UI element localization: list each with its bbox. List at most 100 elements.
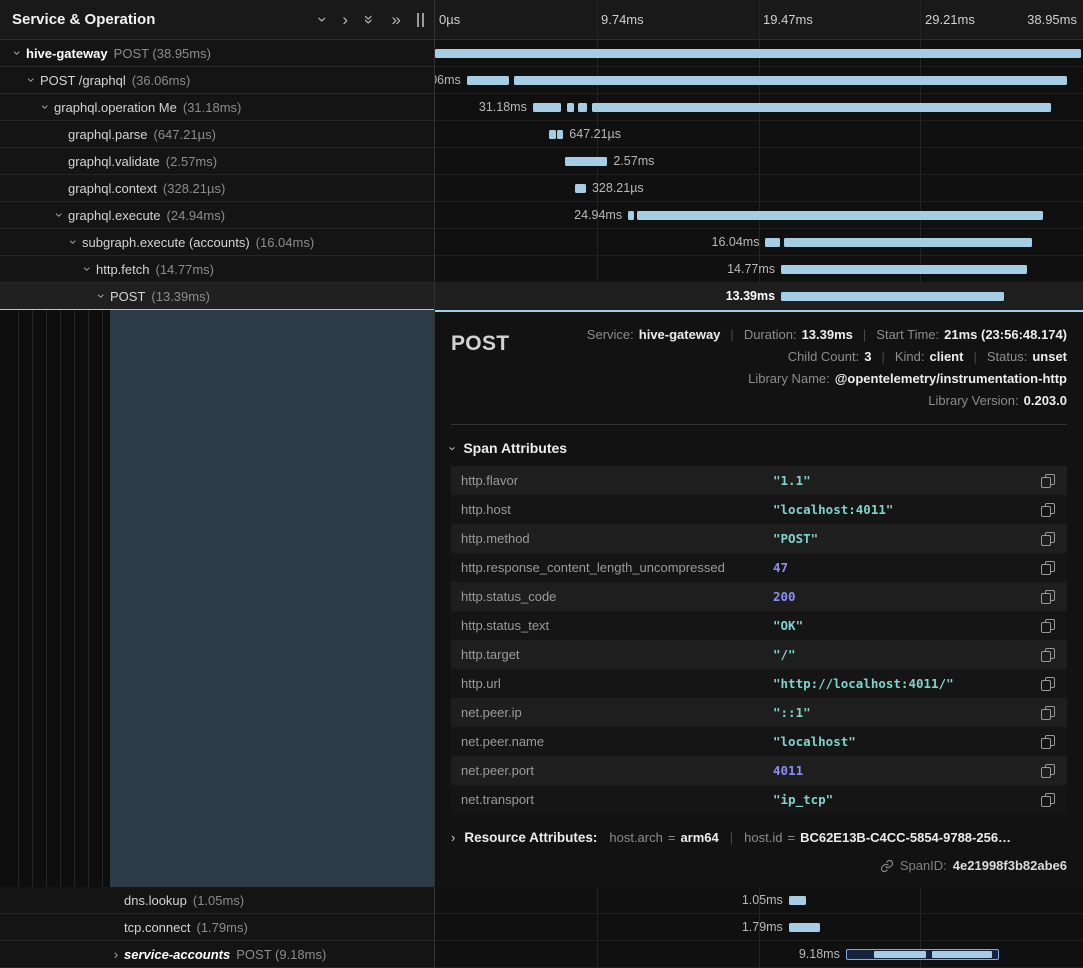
span-timeline-row[interactable]: 36.06ms bbox=[435, 67, 1083, 94]
span-meta-line: Library Version:0.203.0 bbox=[509, 390, 1067, 412]
span-name: graphql.validate bbox=[68, 154, 160, 169]
span-bar[interactable] bbox=[628, 211, 634, 220]
span-tree-row[interactable]: graphql.context(328.21µs) bbox=[0, 175, 434, 202]
span-bar[interactable] bbox=[467, 76, 509, 85]
attribute-key: net.transport bbox=[461, 792, 773, 807]
span-name: hive-gateway bbox=[26, 46, 108, 61]
span-timeline-row[interactable]: 24.94ms bbox=[435, 202, 1083, 229]
span-timeline-row[interactable]: 1.05ms bbox=[435, 887, 1083, 914]
copy-value-button[interactable] bbox=[1039, 589, 1057, 605]
span-tree-row[interactable]: ›graphql.operation Me (31.18ms) bbox=[0, 94, 434, 121]
pane-resize-handle[interactable] bbox=[417, 13, 424, 27]
chevron-right-icon[interactable]: › bbox=[108, 947, 124, 961]
meta-label: Duration: bbox=[744, 327, 797, 342]
meta-value: 0.203.0 bbox=[1024, 393, 1067, 408]
chevron-down-icon[interactable]: › bbox=[39, 99, 53, 115]
chevron-down-icon[interactable]: › bbox=[67, 234, 81, 250]
span-tree-row[interactable]: ›http.fetch(14.77ms) bbox=[0, 256, 434, 283]
chevron-down-icon[interactable]: › bbox=[95, 288, 109, 304]
span-tree-row[interactable]: dns.lookup(1.05ms) bbox=[0, 887, 434, 914]
span-tree-row[interactable]: tcp.connect(1.79ms) bbox=[0, 914, 434, 941]
copy-value-button[interactable] bbox=[1039, 705, 1057, 721]
copy-value-button[interactable] bbox=[1039, 792, 1057, 808]
copy-value-button[interactable] bbox=[1039, 560, 1057, 576]
span-tree-top: ›hive-gatewayPOST (38.95ms)›POST /graphq… bbox=[0, 40, 434, 310]
span-name: dns.lookup bbox=[124, 893, 187, 908]
span-bar[interactable] bbox=[514, 76, 1067, 85]
span-tree-row[interactable]: ›POST(13.39ms) bbox=[0, 283, 434, 310]
attribute-value: 47 bbox=[773, 560, 1039, 575]
span-bar[interactable] bbox=[575, 184, 586, 193]
span-timeline-row[interactable]: 14.77ms bbox=[435, 256, 1083, 283]
double-chevron-right-icon[interactable]: » bbox=[392, 11, 401, 28]
span-bar[interactable] bbox=[557, 130, 563, 139]
span-duration: (31.18ms) bbox=[183, 100, 242, 115]
span-bar[interactable] bbox=[846, 949, 1000, 960]
span-tree-row[interactable]: ›hive-gatewayPOST (38.95ms) bbox=[0, 40, 434, 67]
span-timeline-row[interactable]: 31.18ms bbox=[435, 94, 1083, 121]
link-icon[interactable] bbox=[880, 859, 894, 873]
span-duration-label: 14.77ms bbox=[727, 262, 775, 276]
span-bar[interactable] bbox=[637, 211, 1044, 220]
copy-value-button[interactable] bbox=[1039, 502, 1057, 518]
span-duration: (14.77ms) bbox=[155, 262, 214, 277]
span-bar[interactable] bbox=[549, 130, 555, 139]
span-meta-line: Service:hive-gateway|Duration:13.39ms|St… bbox=[509, 324, 1067, 346]
copy-value-button[interactable] bbox=[1039, 676, 1057, 692]
span-tree-row[interactable]: graphql.parse(647.21µs) bbox=[0, 121, 434, 148]
span-tree-row[interactable]: ›graphql.execute(24.94ms) bbox=[0, 202, 434, 229]
span-tree-row[interactable]: ›service-accountsPOST (9.18ms) bbox=[0, 941, 434, 968]
chevron-down-icon[interactable]: › bbox=[81, 261, 95, 277]
span-bar[interactable] bbox=[565, 157, 608, 166]
span-timeline-row[interactable]: 1.79ms bbox=[435, 914, 1083, 941]
span-name: tcp.connect bbox=[124, 920, 191, 935]
span-bar[interactable] bbox=[765, 238, 779, 247]
span-attributes-title: Span Attributes bbox=[463, 440, 567, 456]
span-timeline-row[interactable]: 9.18ms bbox=[435, 941, 1083, 968]
span-bar[interactable] bbox=[592, 103, 1051, 112]
span-attributes-toggle[interactable]: › Span Attributes bbox=[451, 440, 1067, 456]
copy-value-button[interactable] bbox=[1039, 618, 1057, 634]
chevron-down-icon[interactable]: › bbox=[25, 72, 39, 88]
copy-value-button[interactable] bbox=[1039, 647, 1057, 663]
span-bar[interactable] bbox=[533, 103, 561, 112]
divider: | bbox=[863, 327, 866, 342]
span-tree-row[interactable]: ›POST /graphql(36.06ms) bbox=[0, 67, 434, 94]
span-timeline-row[interactable]: 647.21µs bbox=[435, 121, 1083, 148]
span-bar-segment bbox=[874, 951, 926, 958]
span-name: graphql.operation Me bbox=[54, 100, 177, 115]
resource-attributes-toggle[interactable]: › Resource Attributes: host.arch=arm64|h… bbox=[451, 830, 1067, 845]
copy-value-button[interactable] bbox=[1039, 734, 1057, 750]
timeline-rows-top: 36.06ms 31.18ms 647.21µs2.57ms328.21µs 24.9… bbox=[435, 40, 1083, 310]
copy-value-button[interactable] bbox=[1039, 763, 1057, 779]
span-timeline-row[interactable] bbox=[435, 40, 1083, 67]
copy-value-button[interactable] bbox=[1039, 531, 1057, 547]
span-timeline-row[interactable]: 328.21µs bbox=[435, 175, 1083, 202]
span-bar[interactable] bbox=[781, 265, 1027, 274]
double-chevron-down-icon[interactable]: » bbox=[361, 15, 378, 24]
attribute-row: http.status_code200 bbox=[451, 582, 1067, 611]
span-bar[interactable] bbox=[781, 292, 1004, 301]
span-bar[interactable] bbox=[789, 896, 806, 905]
span-timeline-row[interactable]: 2.57ms bbox=[435, 148, 1083, 175]
attribute-row: http.target"/" bbox=[451, 640, 1067, 669]
chevron-down-icon[interactable]: › bbox=[314, 17, 331, 23]
span-duration-label: 24.94ms bbox=[574, 208, 622, 222]
span-duration-label: 31.18ms bbox=[479, 100, 527, 114]
copy-value-button[interactable] bbox=[1039, 473, 1057, 489]
attribute-value: "::1" bbox=[773, 705, 1039, 720]
span-bar[interactable] bbox=[789, 923, 820, 932]
span-bar[interactable] bbox=[784, 238, 1032, 247]
span-bar[interactable] bbox=[435, 49, 1081, 58]
chevron-right-icon[interactable]: › bbox=[342, 11, 348, 28]
span-bar[interactable] bbox=[567, 103, 575, 112]
span-timeline-row[interactable]: 13.39ms bbox=[435, 283, 1083, 310]
span-bar[interactable] bbox=[578, 103, 588, 112]
span-tree-row[interactable]: ›subgraph.execute (accounts)(16.04ms) bbox=[0, 229, 434, 256]
chevron-down-icon[interactable]: › bbox=[11, 45, 25, 61]
span-timeline-row[interactable]: 16.04ms bbox=[435, 229, 1083, 256]
attribute-key: http.host bbox=[461, 502, 773, 517]
span-tree-row[interactable]: graphql.validate(2.57ms) bbox=[0, 148, 434, 175]
meta-value: client bbox=[930, 349, 964, 364]
chevron-down-icon[interactable]: › bbox=[53, 207, 67, 223]
